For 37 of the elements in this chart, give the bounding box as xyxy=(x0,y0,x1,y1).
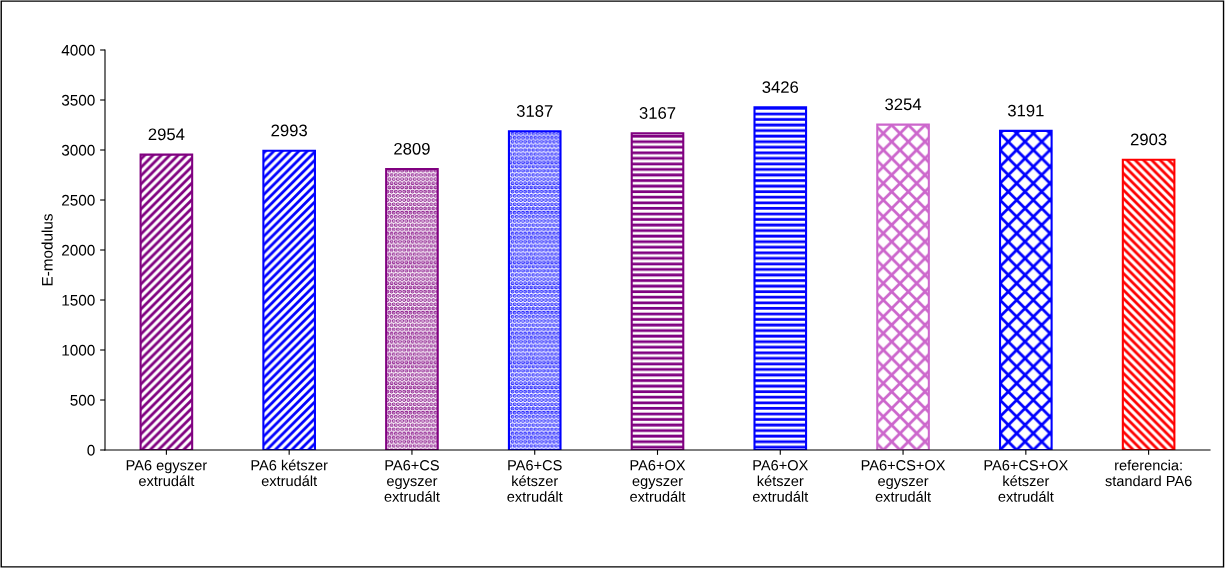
y-tick-label: 3000 xyxy=(61,144,95,156)
y-tick-label: 4000 xyxy=(61,44,95,56)
data-label: 3254 xyxy=(885,98,922,111)
bar xyxy=(630,132,685,450)
bar xyxy=(507,130,562,450)
y-tick-label: 500 xyxy=(70,394,95,406)
x-tick-label: PA6+CS kétszer extrudált xyxy=(507,460,563,502)
y-axis-title: E-modulus xyxy=(41,214,53,286)
data-label: 3426 xyxy=(762,81,799,93)
x-tick-label: PA6 kétszer extrudált xyxy=(251,459,328,487)
data-label: 2993 xyxy=(271,124,307,137)
y-tick-label: 2000 xyxy=(62,244,95,256)
y-tick-label: 0 xyxy=(87,444,95,456)
data-label: 2954 xyxy=(148,128,185,141)
bar xyxy=(385,168,439,450)
bar xyxy=(139,153,194,450)
x-tick-label: PA6+CS+OX egyszer extrudált xyxy=(861,460,946,502)
data-label: 2903 xyxy=(1130,133,1167,146)
data-label: 2809 xyxy=(394,142,430,155)
x-tick-label: PA6+OX egyszer extrudált xyxy=(630,460,686,502)
bar xyxy=(753,106,808,450)
y-tick-label: 2500 xyxy=(62,194,95,206)
y-tick-label: 3500 xyxy=(61,94,95,106)
y-tick-label: 1500 xyxy=(62,294,95,306)
data-label: 3187 xyxy=(516,105,553,117)
data-label: 3167 xyxy=(639,107,676,119)
x-tick-label: referencia: standard PA6 xyxy=(1105,459,1192,487)
bar xyxy=(262,149,316,450)
y-tick-label: 1000 xyxy=(62,344,95,356)
x-tick-label: PA6+OX kétszer extrudált xyxy=(752,460,809,502)
x-tick-label: PA6+CS egyszer extrudált xyxy=(384,460,440,502)
x-tick-label: PA6 egyszer extrudált xyxy=(126,460,207,487)
data-label: 3191 xyxy=(1007,104,1044,117)
x-tick-label: PA6+CS+OX kétszer extrudált xyxy=(984,460,1068,502)
bar xyxy=(876,123,930,450)
bar xyxy=(999,129,1053,450)
bar xyxy=(1121,158,1176,450)
